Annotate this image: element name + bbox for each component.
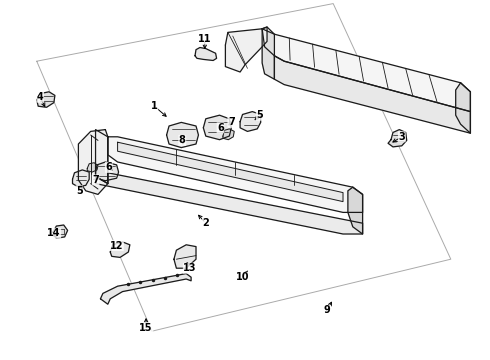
Polygon shape [388, 130, 407, 147]
Text: 9: 9 [324, 305, 331, 315]
Text: 6: 6 [217, 123, 224, 133]
Polygon shape [456, 83, 470, 133]
Text: 6: 6 [105, 162, 112, 172]
Text: 13: 13 [183, 263, 197, 273]
Polygon shape [100, 274, 191, 304]
Polygon shape [262, 29, 274, 79]
Text: 1: 1 [151, 101, 158, 111]
Polygon shape [348, 187, 363, 234]
Text: 7: 7 [228, 117, 235, 127]
Polygon shape [274, 56, 470, 133]
Polygon shape [262, 27, 470, 112]
Text: 5: 5 [76, 186, 83, 196]
Polygon shape [203, 115, 231, 140]
Text: 8: 8 [179, 135, 186, 145]
Polygon shape [37, 92, 55, 107]
Text: 4: 4 [37, 92, 44, 102]
Text: 14: 14 [47, 228, 61, 238]
Polygon shape [223, 129, 234, 140]
Polygon shape [87, 163, 98, 172]
Polygon shape [118, 142, 343, 202]
Polygon shape [53, 225, 68, 238]
Polygon shape [110, 242, 130, 257]
Polygon shape [73, 170, 89, 186]
Text: 3: 3 [398, 132, 405, 142]
Text: 11: 11 [198, 34, 212, 44]
Polygon shape [96, 162, 119, 181]
Polygon shape [108, 137, 363, 212]
Polygon shape [225, 27, 267, 72]
Text: 7: 7 [92, 175, 99, 185]
Text: 2: 2 [202, 218, 209, 228]
Polygon shape [96, 130, 108, 184]
Text: 12: 12 [110, 240, 123, 251]
Polygon shape [167, 122, 198, 148]
Polygon shape [96, 173, 363, 234]
Polygon shape [195, 48, 217, 60]
Polygon shape [240, 112, 261, 131]
Polygon shape [174, 245, 196, 268]
Text: 10: 10 [236, 272, 249, 282]
Text: 5: 5 [256, 110, 263, 120]
Text: 15: 15 [139, 323, 153, 333]
Polygon shape [78, 130, 108, 194]
